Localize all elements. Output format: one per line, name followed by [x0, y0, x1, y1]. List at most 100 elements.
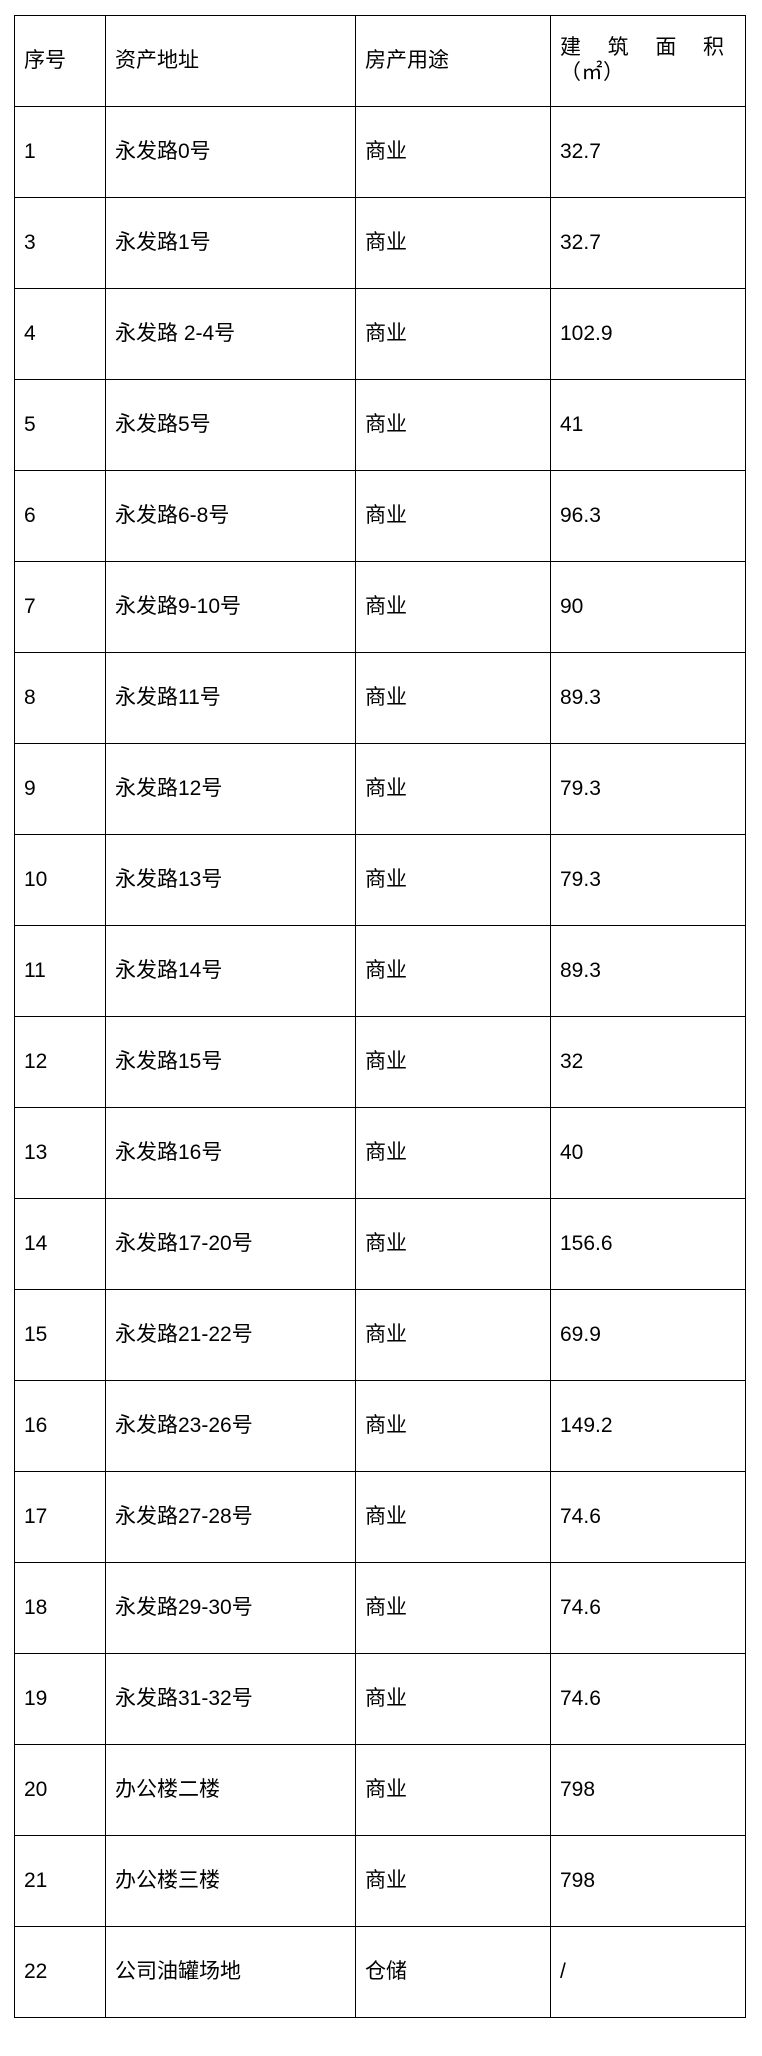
cell-area: 798	[550, 1835, 746, 1927]
cell-usage: 仓储	[355, 1926, 551, 2018]
cell-area: 32.7	[550, 106, 746, 198]
asset-address-table: 序号 资产地址 房产用途 建筑面积 （㎡） 1 永发路0号 商业 32.7 3 永发路1号…	[14, 15, 746, 2018]
cell-usage: 商业	[355, 1562, 551, 1654]
table-row: 19 永发路31-32号 商业 74.6	[14, 1653, 746, 1745]
table-row: 18 永发路29-30号 商业 74.6	[14, 1562, 746, 1654]
table-row: 13 永发路16号 商业 40	[14, 1107, 746, 1199]
cell-sequence: 4	[14, 288, 106, 380]
cell-usage: 商业	[355, 1835, 551, 1927]
cell-usage: 商业	[355, 1744, 551, 1836]
cell-address: 永发路16号	[105, 1107, 356, 1199]
cell-area: 798	[550, 1744, 746, 1836]
cell-area: 74.6	[550, 1562, 746, 1654]
cell-sequence: 7	[14, 561, 106, 653]
table-row: 7 永发路9-10号 商业 90	[14, 561, 746, 653]
cell-area: 41	[550, 379, 746, 471]
cell-area: 102.9	[550, 288, 746, 380]
table-header-row: 序号 资产地址 房产用途 建筑面积 （㎡）	[14, 15, 746, 107]
table-row: 14 永发路17-20号 商业 156.6	[14, 1198, 746, 1290]
cell-address: 办公楼三楼	[105, 1835, 356, 1927]
cell-sequence: 20	[14, 1744, 106, 1836]
cell-usage: 商业	[355, 1471, 551, 1563]
cell-sequence: 10	[14, 834, 106, 926]
table-row: 12 永发路15号 商业 32	[14, 1016, 746, 1108]
cell-sequence: 5	[14, 379, 106, 471]
cell-usage: 商业	[355, 197, 551, 289]
cell-area: 79.3	[550, 834, 746, 926]
cell-address: 永发路1号	[105, 197, 356, 289]
cell-area: 32.7	[550, 197, 746, 289]
cell-area: 74.6	[550, 1471, 746, 1563]
cell-sequence: 3	[14, 197, 106, 289]
cell-usage: 商业	[355, 1107, 551, 1199]
table-row: 17 永发路27-28号 商业 74.6	[14, 1471, 746, 1563]
cell-sequence: 12	[14, 1016, 106, 1108]
table-body: 1 永发路0号 商业 32.7 3 永发路1号 商业 32.7 4 永发路 2-4号 商业 102.9…	[14, 106, 746, 2018]
cell-area: 40	[550, 1107, 746, 1199]
table-row: 9 永发路12号 商业 79.3	[14, 743, 746, 835]
cell-address: 公司油罐场地	[105, 1926, 356, 2018]
cell-area: 90	[550, 561, 746, 653]
cell-address: 永发路11号	[105, 652, 356, 744]
column-header-area: 建筑面积 （㎡）	[550, 15, 746, 107]
cell-sequence: 9	[14, 743, 106, 835]
cell-address: 永发路9-10号	[105, 561, 356, 653]
cell-address: 永发路6-8号	[105, 470, 356, 562]
cell-usage: 商业	[355, 379, 551, 471]
table-row: 20 办公楼二楼 商业 798	[14, 1744, 746, 1836]
cell-sequence: 16	[14, 1380, 106, 1472]
cell-area: 79.3	[550, 743, 746, 835]
cell-address: 永发路14号	[105, 925, 356, 1017]
cell-sequence: 14	[14, 1198, 106, 1290]
table-row: 5 永发路5号 商业 41	[14, 379, 746, 471]
cell-usage: 商业	[355, 743, 551, 835]
cell-usage: 商业	[355, 1198, 551, 1290]
cell-sequence: 1	[14, 106, 106, 198]
cell-address: 永发路 2-4号	[105, 288, 356, 380]
cell-sequence: 13	[14, 1107, 106, 1199]
cell-address: 永发路21-22号	[105, 1289, 356, 1381]
cell-address: 永发路31-32号	[105, 1653, 356, 1745]
table-row: 16 永发路23-26号 商业 149.2	[14, 1380, 746, 1472]
cell-sequence: 17	[14, 1471, 106, 1563]
column-header-seq: 序号	[14, 15, 106, 107]
cell-sequence: 6	[14, 470, 106, 562]
table-row: 21 办公楼三楼 商业 798	[14, 1835, 746, 1927]
cell-area: 89.3	[550, 925, 746, 1017]
cell-usage: 商业	[355, 1653, 551, 1745]
cell-area: 96.3	[550, 470, 746, 562]
column-header-usage: 房产用途	[355, 15, 551, 107]
cell-address: 永发路15号	[105, 1016, 356, 1108]
cell-address: 永发路27-28号	[105, 1471, 356, 1563]
cell-usage: 商业	[355, 1289, 551, 1381]
table-row: 15 永发路21-22号 商业 69.9	[14, 1289, 746, 1381]
cell-area: 74.6	[550, 1653, 746, 1745]
cell-address: 永发路17-20号	[105, 1198, 356, 1290]
table-row: 11 永发路14号 商业 89.3	[14, 925, 746, 1017]
cell-usage: 商业	[355, 1016, 551, 1108]
column-header-area-line1: 建筑面积	[560, 36, 724, 60]
cell-usage: 商业	[355, 288, 551, 380]
cell-sequence: 21	[14, 1835, 106, 1927]
table-row: 3 永发路1号 商业 32.7	[14, 197, 746, 289]
cell-address: 办公楼二楼	[105, 1744, 356, 1836]
cell-area: 156.6	[550, 1198, 746, 1290]
cell-sequence: 22	[14, 1926, 106, 2018]
cell-area: 32	[550, 1016, 746, 1108]
table-header: 序号 资产地址 房产用途 建筑面积 （㎡）	[14, 15, 746, 107]
cell-usage: 商业	[355, 1380, 551, 1472]
table-row: 22 公司油罐场地 仓储 /	[14, 1926, 746, 2018]
cell-sequence: 15	[14, 1289, 106, 1381]
column-header-address: 资产地址	[105, 15, 356, 107]
cell-sequence: 19	[14, 1653, 106, 1745]
cell-area: 89.3	[550, 652, 746, 744]
cell-sequence: 8	[14, 652, 106, 744]
cell-usage: 商业	[355, 561, 551, 653]
cell-area: 149.2	[550, 1380, 746, 1472]
table-row: 6 永发路6-8号 商业 96.3	[14, 470, 746, 562]
cell-area: 69.9	[550, 1289, 746, 1381]
cell-usage: 商业	[355, 106, 551, 198]
table-row: 1 永发路0号 商业 32.7	[14, 106, 746, 198]
cell-address: 永发路29-30号	[105, 1562, 356, 1654]
